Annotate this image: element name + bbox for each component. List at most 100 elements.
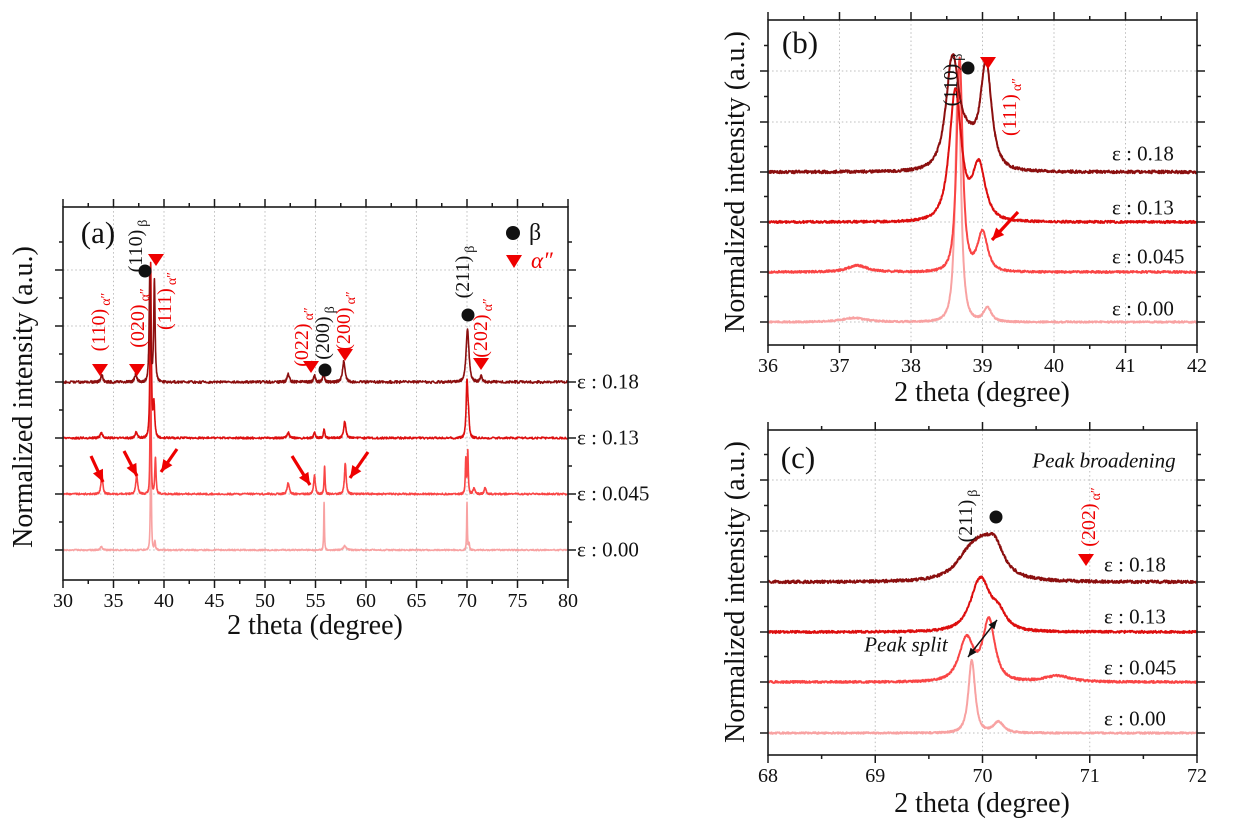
curve-strain-label: ε : 0.13 [577, 425, 639, 450]
x-tick-label: 75 [508, 590, 528, 612]
arrow-head-icon [126, 462, 137, 476]
beta-dot-icon [989, 510, 1003, 524]
phase-subscript: α″ [138, 288, 153, 302]
x-tick-label: 71 [1080, 765, 1100, 787]
legend: β α″ [506, 219, 553, 275]
hkl-text: (202) [1078, 503, 1100, 547]
hkl-text: (110) [940, 63, 962, 107]
phase-subscript: β [966, 489, 981, 497]
peak-hkl-label: (211) β [452, 246, 478, 299]
curve-strain-label: ε : 0.13 [1112, 195, 1174, 220]
phase-subscript: β [136, 219, 151, 227]
phase-subscript: α″ [344, 291, 359, 305]
xrd-curve [767, 531, 1198, 585]
x-tick-label: 70 [973, 765, 993, 787]
legend-beta-label: β [529, 219, 542, 246]
peak-hkl-label: (202) α″ [470, 298, 496, 358]
beta-dot-icon [506, 226, 520, 240]
hkl-text: (202) [470, 314, 492, 358]
x-tick-label: 39 [973, 355, 993, 377]
peak-hkl-label: (022)α″ [291, 307, 317, 367]
phase-subscript: α″ [1010, 77, 1025, 92]
beta-dot-icon [318, 363, 332, 377]
curve-strain-label: ε : 0.18 [1112, 141, 1174, 166]
arrow-head-icon [350, 465, 362, 478]
panel-letter-c: (c) [780, 440, 816, 475]
alpha-triangle-icon [980, 57, 996, 69]
curve-strain-label: ε : 0.00 [577, 537, 639, 562]
curve-strain-label: ε : 0.18 [577, 369, 639, 394]
alpha-triangle-icon [303, 361, 319, 373]
xrd-curve [62, 291, 568, 496]
phase-subscript: β [951, 53, 966, 61]
curve-strain-label: ε : 0.045 [1112, 244, 1185, 269]
phase-subscript: α″ [481, 298, 496, 312]
hkl-text: (022) [291, 323, 313, 367]
legend-alpha-label: α″ [531, 248, 553, 273]
xrd-curve [62, 418, 568, 552]
hkl-text: (110) [88, 308, 110, 352]
legend-row-beta: β [506, 219, 553, 247]
xrd-curve [767, 56, 1198, 274]
x-tick-label: 70 [457, 590, 477, 612]
phase-subscript: α″ [165, 271, 180, 286]
curve-strain-label: ε : 0.18 [1104, 552, 1166, 577]
arrow-head-icon [968, 647, 977, 657]
x-axis-title-c: 2 theta (degree) [894, 788, 1070, 819]
curve-strain-label: ε : 0.045 [577, 481, 650, 506]
beta-dot-icon [461, 308, 475, 322]
alpha-triangle-icon [473, 358, 489, 370]
xrd-curve [767, 87, 1198, 225]
x-tick-label: 37 [830, 355, 850, 377]
xrd-curve [767, 575, 1198, 635]
x-tick-label: 41 [1116, 355, 1136, 377]
alpha-triangle-icon [92, 364, 108, 376]
annotation-text: Peak split [864, 632, 948, 657]
hkl-text: (110) [125, 229, 147, 273]
x-tick-label: 72 [1187, 765, 1207, 787]
x-tick-label: 40 [1044, 355, 1064, 377]
annotation-text: Peak broadening [1032, 448, 1176, 473]
panel-letter-b: (b) [781, 25, 819, 60]
arrow-head-icon [161, 459, 173, 472]
phase-subscript: α″ [1089, 487, 1104, 501]
peak-hkl-label: (110) β [125, 220, 151, 273]
xrd-curve [62, 261, 569, 440]
x-tick-label: 30 [53, 590, 73, 612]
x-tick-label: 45 [205, 590, 225, 612]
hkl-text: (200) [333, 307, 355, 351]
x-tick-label: 50 [255, 590, 275, 612]
hkl-text: (111) [999, 94, 1021, 137]
arrow-head-icon [992, 227, 1005, 240]
hkl-text: (111) [154, 288, 176, 331]
curve-strain-label: ε : 0.00 [1104, 706, 1166, 731]
alpha-triangle-icon [1078, 554, 1094, 566]
beta-dot-icon [961, 61, 975, 75]
peak-hkl-label: (020) α″ [127, 288, 153, 348]
peak-hkl-label: (110) β [940, 54, 966, 107]
x-tick-label: 60 [356, 590, 376, 612]
xrd-curve [767, 616, 1198, 684]
hkl-text: (211) [452, 255, 474, 299]
curve-strain-label: ε : 0.13 [1104, 604, 1166, 629]
panel-letter-a: (a) [80, 215, 116, 250]
peak-hkl-label: (211) β [955, 490, 981, 543]
peak-hkl-label: (200) α″ [333, 291, 359, 351]
curve-strain-label: ε : 0.045 [1104, 655, 1177, 680]
arrow-head-icon [92, 468, 103, 482]
alpha-triangle-icon [506, 254, 522, 268]
peak-hkl-label: (111) α″ [154, 272, 180, 331]
x-tick-label: 40 [154, 590, 174, 612]
xrd-curve [767, 53, 1198, 175]
x-tick-label: 65 [407, 590, 427, 612]
alpha-triangle-icon [129, 364, 145, 376]
hkl-text: (211) [955, 499, 977, 543]
hkl-text: (200) [312, 316, 334, 360]
peak-hkl-label: (200)β [312, 306, 338, 360]
x-tick-label: 55 [306, 590, 326, 612]
x-tick-label: 38 [901, 355, 921, 377]
peak-hkl-label: (202) α″ [1078, 487, 1104, 547]
